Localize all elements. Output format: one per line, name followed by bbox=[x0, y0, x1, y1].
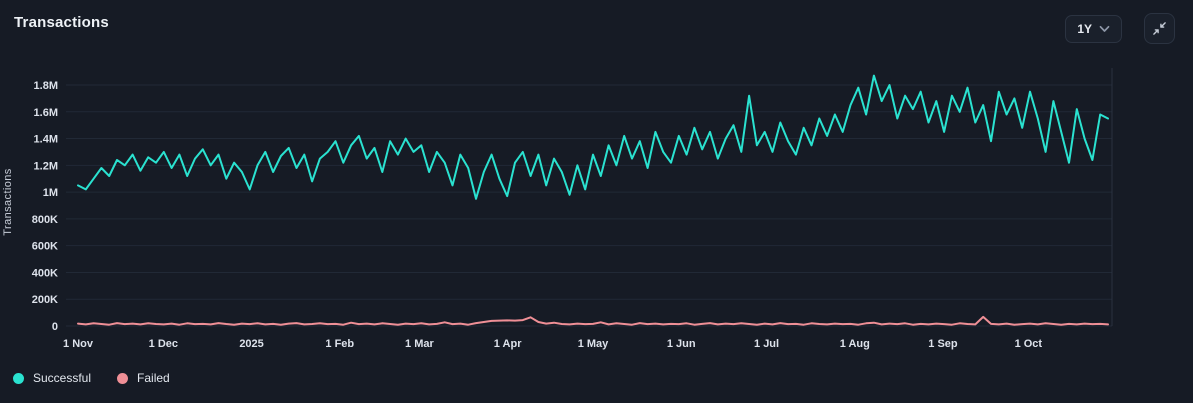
series-line-failed bbox=[77, 315, 1109, 326]
x-tick-label: 1 Aug bbox=[840, 338, 870, 350]
y-tick-label: 1.8M bbox=[34, 80, 58, 92]
failed-series-dot bbox=[117, 372, 129, 384]
x-tick-label: 1 Jun bbox=[667, 338, 696, 350]
series-line-successful bbox=[77, 74, 1109, 200]
y-tick-label: 1.6M bbox=[34, 107, 58, 119]
y-tick-label: 600K bbox=[32, 241, 58, 253]
x-tick-label: 1 Jul bbox=[754, 338, 779, 350]
chart-controls: 1Y bbox=[1065, 13, 1175, 44]
x-tick-label: 1 May bbox=[578, 338, 609, 350]
x-tick-label: 2025 bbox=[239, 338, 263, 350]
chart-legend: Successful Failed bbox=[13, 371, 170, 385]
x-tick-label: 1 Feb bbox=[325, 338, 354, 350]
x-tick-label: 1 Apr bbox=[494, 338, 522, 350]
legend-item-successful[interactable]: Successful bbox=[13, 371, 91, 385]
x-tick-label: 1 Mar bbox=[405, 338, 434, 350]
x-tick-label: 1 Dec bbox=[149, 338, 178, 350]
chevron-down-icon bbox=[1099, 25, 1110, 33]
y-tick-label: 0 bbox=[52, 321, 58, 333]
y-tick-label: 1M bbox=[43, 187, 58, 199]
y-tick-label: 800K bbox=[32, 214, 58, 226]
y-tick-label: 200K bbox=[32, 294, 58, 306]
collapse-chart-button[interactable] bbox=[1144, 13, 1175, 44]
range-selector-value: 1Y bbox=[1077, 21, 1092, 36]
y-tick-label: 1.4M bbox=[34, 134, 58, 146]
page-title: Transactions bbox=[14, 14, 109, 31]
successful-series-label: Successful bbox=[33, 371, 92, 385]
y-axis-title: Transactions bbox=[2, 168, 14, 236]
x-tick-label: 1 Nov bbox=[63, 338, 94, 350]
x-tick-label: 1 Oct bbox=[1015, 338, 1043, 350]
failed-series-label: Failed bbox=[137, 371, 170, 385]
successful-series-dot bbox=[13, 372, 24, 384]
y-tick-label: 1.2M bbox=[34, 160, 58, 172]
x-tick-label: 1 Sep bbox=[928, 338, 958, 350]
collapse-icon bbox=[1152, 21, 1167, 36]
y-tick-label: 400K bbox=[32, 267, 58, 279]
legend-item-failed[interactable]: Failed bbox=[117, 371, 170, 385]
range-selector-dropdown[interactable]: 1Y bbox=[1065, 14, 1122, 43]
